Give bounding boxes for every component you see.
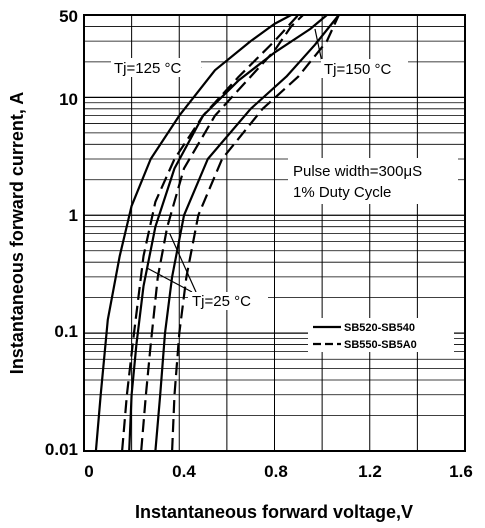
leader-line-tj25-b — [169, 233, 197, 293]
y-tick-label-50: 50 — [59, 7, 78, 26]
leader-line-tj25-a — [146, 267, 193, 293]
x-tick-label-1-2: 1.2 — [358, 462, 382, 481]
y-tick-label-0-01: 0.01 — [45, 440, 78, 459]
series-line-dashed-4 — [140, 14, 304, 452]
series-line-solid-0 — [94, 14, 292, 452]
series-line-dashed-3 — [121, 14, 300, 452]
series-line-solid-1 — [128, 14, 328, 452]
curves — [94, 14, 340, 452]
legend-label-solid: SB520-SB540 — [344, 322, 415, 334]
x-tick-label-0-8: 0.8 — [264, 462, 288, 481]
y-tick-label-1: 1 — [69, 206, 78, 225]
annotation-box-125 — [111, 58, 201, 77]
legend-label-dashed: SB550-SB5A0 — [344, 339, 417, 351]
y-tick-label-0-1: 0.1 — [54, 322, 78, 341]
series-line-solid-2 — [154, 14, 340, 452]
annotation-tj150: Tj=150 °C — [324, 61, 391, 78]
x-tick-label-0: 0 — [84, 462, 93, 481]
x-axis-title: Instantaneous forward voltage,V — [135, 502, 413, 522]
x-tick-label-0-4: 0.4 — [172, 462, 196, 481]
y-axis-title: Instantaneous forward current, A — [7, 92, 27, 374]
plot-frame — [83, 14, 466, 452]
annotation-pulse-width: Pulse width=300μS — [293, 163, 422, 180]
annotation-box-150 — [321, 59, 408, 78]
annotation-box-25 — [188, 292, 268, 310]
x-tick-label-1-6: 1.6 — [449, 462, 473, 481]
annotation-tj125: Tj=125 °C — [114, 60, 181, 77]
annotation-tj25: Tj=25 °C — [192, 293, 251, 310]
legend-box — [308, 318, 454, 352]
annotation-box-pulse — [288, 158, 458, 204]
series-line-dashed-5 — [171, 14, 340, 452]
annotation-duty-cycle: 1% Duty Cycle — [293, 184, 391, 201]
y-tick-label-10: 10 — [59, 90, 78, 109]
